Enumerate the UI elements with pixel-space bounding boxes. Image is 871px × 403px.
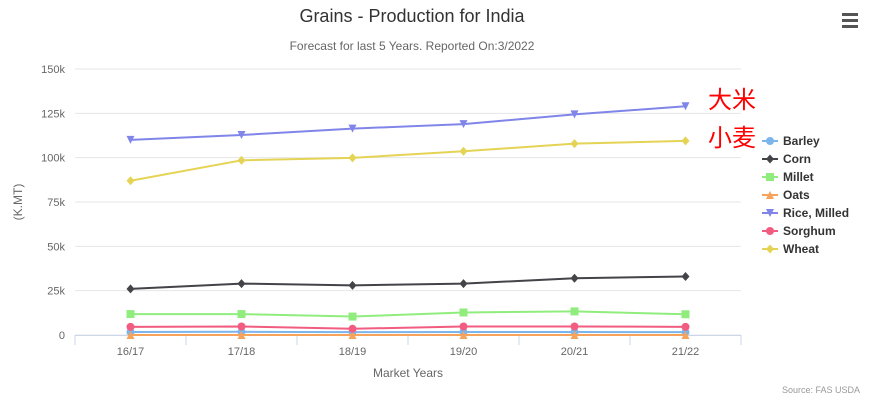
series-rice-milled <box>126 102 690 144</box>
legend-marker[interactable] <box>766 191 774 199</box>
data-point-corn[interactable] <box>681 271 690 281</box>
data-point-wheat[interactable] <box>681 136 690 146</box>
series-line-millet[interactable] <box>129 310 687 318</box>
legend-label: Corn <box>783 152 811 166</box>
series-sorghum <box>126 322 690 333</box>
annotation-wheat: 小麦 <box>708 124 756 152</box>
legend-item-sorghum[interactable]: Sorghum <box>762 224 836 238</box>
data-point-wheat[interactable] <box>126 176 135 186</box>
data-point-rice-milled[interactable] <box>681 102 690 111</box>
y-tick-label: 25k <box>47 286 65 298</box>
legend-marker[interactable] <box>766 154 774 164</box>
data-point-sorghum[interactable] <box>570 322 579 331</box>
data-point-rice-milled[interactable] <box>126 135 135 144</box>
x-tick-label: 21/22 <box>672 346 700 358</box>
data-point-oats[interactable] <box>681 331 690 339</box>
legend-marker[interactable] <box>766 244 774 254</box>
data-point-wheat[interactable] <box>570 139 579 149</box>
legend-label: Barley <box>783 134 820 148</box>
series-line-corn[interactable] <box>129 275 687 290</box>
legend-marker[interactable] <box>766 227 774 235</box>
data-point-wheat[interactable] <box>459 146 468 156</box>
data-point-corn[interactable] <box>459 279 468 289</box>
x-tick-label: 18/19 <box>339 346 367 358</box>
legend-label: Wheat <box>783 242 819 256</box>
data-point-corn[interactable] <box>570 273 579 283</box>
legend-label: Millet <box>783 170 814 184</box>
series-group <box>126 102 690 339</box>
data-point-rice-milled[interactable] <box>459 120 468 129</box>
data-point-millet[interactable] <box>681 310 690 319</box>
x-axis-title: Market Years <box>373 366 443 380</box>
y-tick-label: 125k <box>41 108 65 120</box>
data-point-corn[interactable] <box>237 279 246 289</box>
legend-label: Sorghum <box>783 224 836 238</box>
legend-marker[interactable] <box>766 173 774 181</box>
annotation-rice: 大米 <box>708 86 756 114</box>
y-tick-label: 150k <box>41 64 65 76</box>
legend: Barley Corn Millet Oats Rice, Milled Sorghum W… <box>762 134 849 256</box>
chart-credit[interactable]: Source: FAS USDA <box>782 385 860 395</box>
y-tick-label: 0 <box>59 330 65 342</box>
y-tick-label: 100k <box>41 153 65 165</box>
data-point-millet[interactable] <box>459 308 468 317</box>
data-point-oats[interactable] <box>237 331 246 339</box>
series-oats <box>126 331 690 339</box>
series-wheat <box>126 136 690 186</box>
x-tick-label: 16/17 <box>117 346 145 358</box>
x-tick-label: 19/20 <box>450 346 478 358</box>
x-tick-label: 17/18 <box>228 346 256 358</box>
series-line-rice-milled[interactable] <box>129 105 687 141</box>
data-point-wheat[interactable] <box>348 153 357 163</box>
legend-label: Oats <box>783 188 810 202</box>
data-point-corn[interactable] <box>348 280 357 290</box>
data-point-rice-milled[interactable] <box>348 124 357 133</box>
legend-item-oats[interactable]: Oats <box>762 188 810 202</box>
legend-label: Rice, Milled <box>783 206 849 220</box>
series-line-wheat[interactable] <box>129 139 687 182</box>
legend-item-millet[interactable]: Millet <box>762 170 814 184</box>
data-point-oats[interactable] <box>570 331 579 339</box>
data-point-millet[interactable] <box>237 310 246 319</box>
hamburger-menu-icon[interactable] <box>838 8 862 32</box>
legend-marker[interactable] <box>766 209 774 217</box>
legend-item-barley[interactable]: Barley <box>762 134 820 148</box>
legend-marker[interactable] <box>766 137 774 145</box>
data-point-sorghum[interactable] <box>237 322 246 331</box>
data-point-sorghum[interactable] <box>348 324 357 333</box>
data-point-wheat[interactable] <box>237 155 246 165</box>
y-tick-label: 75k <box>47 197 65 209</box>
legend-item-corn[interactable]: Corn <box>762 152 811 166</box>
data-point-sorghum[interactable] <box>459 322 468 331</box>
data-point-rice-milled[interactable] <box>237 130 246 139</box>
series-millet <box>126 307 690 321</box>
data-point-corn[interactable] <box>126 284 135 294</box>
data-point-sorghum[interactable] <box>126 322 135 331</box>
legend-item-wheat[interactable]: Wheat <box>762 242 819 256</box>
y-axis-title: (K.MT) <box>11 184 25 221</box>
y-tick-label: 50k <box>47 241 65 253</box>
data-point-rice-milled[interactable] <box>570 110 579 119</box>
series-corn <box>126 271 690 294</box>
data-point-millet[interactable] <box>570 307 579 316</box>
x-tick-label: 20/21 <box>561 346 589 358</box>
data-point-millet[interactable] <box>126 310 135 319</box>
data-point-oats[interactable] <box>459 331 468 339</box>
data-point-sorghum[interactable] <box>681 322 690 331</box>
data-point-oats[interactable] <box>126 331 135 339</box>
series-line-sorghum[interactable] <box>129 325 687 330</box>
data-point-oats[interactable] <box>348 331 357 339</box>
chart-title: Grains - Production for India <box>299 6 525 26</box>
legend-item-rice-milled[interactable]: Rice, Milled <box>762 206 849 220</box>
y-axis-ticks: 0 25k 50k 75k 100k 125k 150k <box>41 64 65 342</box>
chart-subtitle: Forecast for last 5 Years. Reported On:3… <box>290 39 535 53</box>
data-point-millet[interactable] <box>348 312 357 321</box>
